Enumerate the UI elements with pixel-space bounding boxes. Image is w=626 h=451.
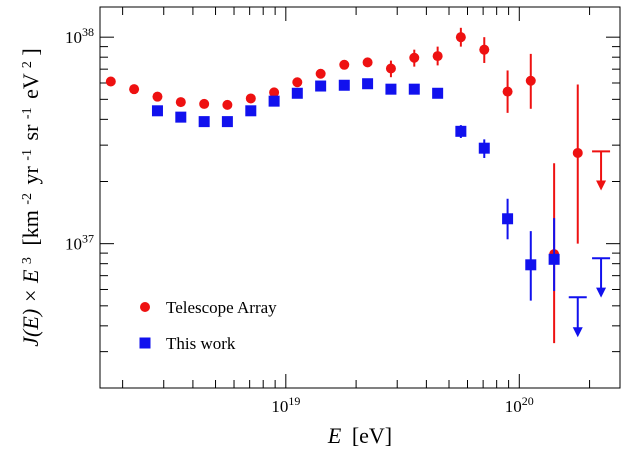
y-tick-base: 10	[65, 28, 82, 47]
data-point	[221, 116, 233, 128]
data-point	[269, 87, 280, 98]
y-axis-lhs-exp: 3	[20, 257, 35, 264]
upper-limit-arrow	[572, 327, 583, 338]
data-point	[129, 84, 140, 95]
x-tick-exp: 20	[522, 394, 534, 408]
y-axis-unit-close: ]	[18, 48, 43, 55]
data-point	[199, 98, 210, 109]
data-point	[479, 44, 490, 55]
data-point	[292, 77, 303, 88]
data-point	[385, 63, 396, 74]
data-point	[502, 213, 514, 225]
data-point	[175, 111, 187, 123]
data-point	[222, 99, 233, 110]
data-point	[339, 59, 350, 70]
data-point	[385, 83, 397, 95]
y-tick-label: 1038	[65, 25, 94, 47]
y-axis-unit: [km	[18, 210, 43, 245]
data-point	[455, 32, 466, 43]
y-axis-unit-exp3: -1	[20, 107, 35, 119]
x-axis-symbol: E	[327, 423, 342, 448]
data-point	[315, 80, 327, 92]
y-tick-label: 1037	[65, 232, 94, 254]
x-tick-base: 10	[271, 397, 288, 416]
y-axis-unit-exp1: -2	[20, 193, 35, 205]
data-point	[478, 142, 490, 154]
x-axis-unit: [eV]	[352, 423, 392, 448]
y-tick-exp: 38	[82, 25, 94, 39]
legend-label-this-work: This work	[166, 334, 236, 353]
data-point	[175, 97, 186, 108]
data-point	[548, 253, 560, 265]
x-tick-label: 1020	[505, 394, 534, 416]
data-point	[245, 105, 257, 117]
legend: Telescope Array This work	[139, 298, 277, 353]
y-axis-unit-exp2: -1	[20, 149, 35, 161]
y-axis-unit-yr: yr	[18, 165, 43, 184]
data-point	[268, 95, 280, 107]
y-axis-title: J(E) × E 3 [km -2 yr -1 sr -1 eV 2 ]	[18, 48, 43, 346]
data-point	[362, 78, 374, 90]
data-point	[409, 52, 420, 63]
y-axis-unit-exp4: 2	[20, 61, 35, 68]
data-point	[151, 105, 163, 117]
data-point	[525, 259, 537, 271]
series-telescope-array	[105, 27, 611, 344]
legend-marker-this-work	[139, 337, 151, 349]
data-point	[408, 83, 420, 95]
legend-marker-telescope-array	[140, 302, 150, 312]
x-tick-base: 10	[505, 397, 522, 416]
data-point	[245, 93, 256, 104]
upper-limit-arrow	[596, 287, 607, 298]
y-tick-base: 10	[65, 235, 82, 254]
data-point	[362, 57, 373, 68]
data-point	[338, 79, 350, 91]
data-point	[502, 86, 513, 97]
data-marks	[105, 27, 611, 344]
data-point	[525, 75, 536, 86]
data-point	[455, 125, 467, 137]
x-axis-title: E [eV]	[327, 423, 392, 448]
data-point	[432, 51, 443, 62]
upper-limit-arrow	[596, 180, 607, 191]
axis-ticks	[100, 7, 620, 389]
y-axis-unit-sr: sr	[18, 124, 43, 141]
y-axis-lhs: J(E) × E	[18, 269, 43, 347]
plot-frame	[99, 6, 621, 389]
data-point	[432, 87, 444, 99]
legend-label-telescope-array: Telescope Array	[166, 298, 277, 317]
data-point	[572, 147, 583, 158]
y-tick-exp: 37	[82, 232, 94, 246]
x-tick-label: 1019	[271, 394, 300, 416]
data-point	[198, 116, 210, 128]
data-point	[152, 91, 163, 102]
x-tick-exp: 19	[288, 394, 300, 408]
data-point	[105, 76, 116, 87]
data-point	[315, 68, 326, 79]
series-this-work	[151, 78, 611, 338]
y-axis-unit-ev: eV	[18, 73, 43, 99]
data-point	[291, 87, 303, 99]
